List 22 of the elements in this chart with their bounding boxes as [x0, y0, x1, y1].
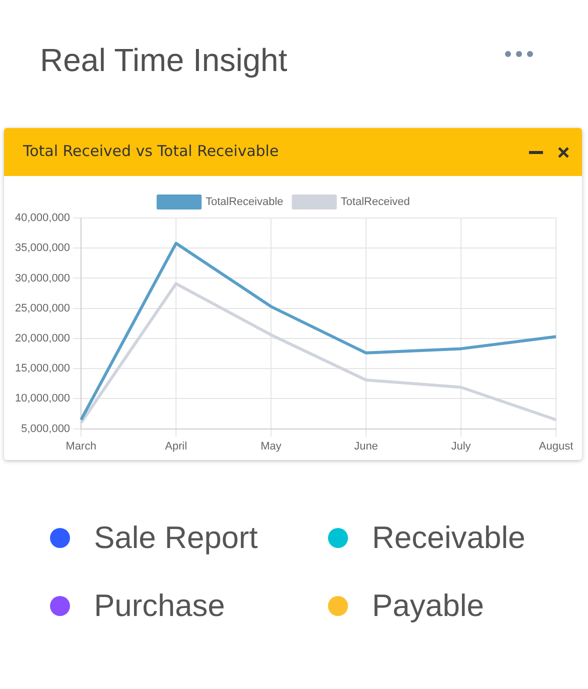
y-tick-label: 30,000,000: [14, 272, 70, 284]
y-tick-label: 5,000,000: [21, 422, 70, 435]
y-tick-label: 25,000,000: [14, 302, 70, 314]
y-tick-label: 40,000,000: [14, 212, 70, 224]
text: Purchase: [94, 588, 225, 624]
chart-subtitle: Total Received vs Total Receivable: [23, 142, 279, 160]
text: Payable: [372, 588, 484, 624]
y-tick-label: 20,000,000: [14, 332, 70, 344]
x-tick-label: August: [538, 440, 574, 452]
x-tick-label: July: [451, 440, 472, 452]
legend-label: TotalReceived: [340, 196, 410, 208]
text: Receivable: [372, 520, 526, 556]
x-tick-label: May: [260, 440, 282, 452]
legend-label: TotalReceivable: [206, 196, 284, 208]
chart-title: Real Time Insight: [40, 42, 288, 79]
y-tick-label: 15,000,000: [14, 362, 70, 375]
y-tick-label: 10,000,000: [14, 392, 70, 405]
y-tick-label: 35,000,000: [14, 242, 70, 254]
x-tick-label: March: [66, 440, 96, 452]
x-tick-label: June: [354, 440, 378, 452]
x-tick-label: April: [165, 440, 188, 452]
text: Sale Report: [94, 520, 258, 556]
